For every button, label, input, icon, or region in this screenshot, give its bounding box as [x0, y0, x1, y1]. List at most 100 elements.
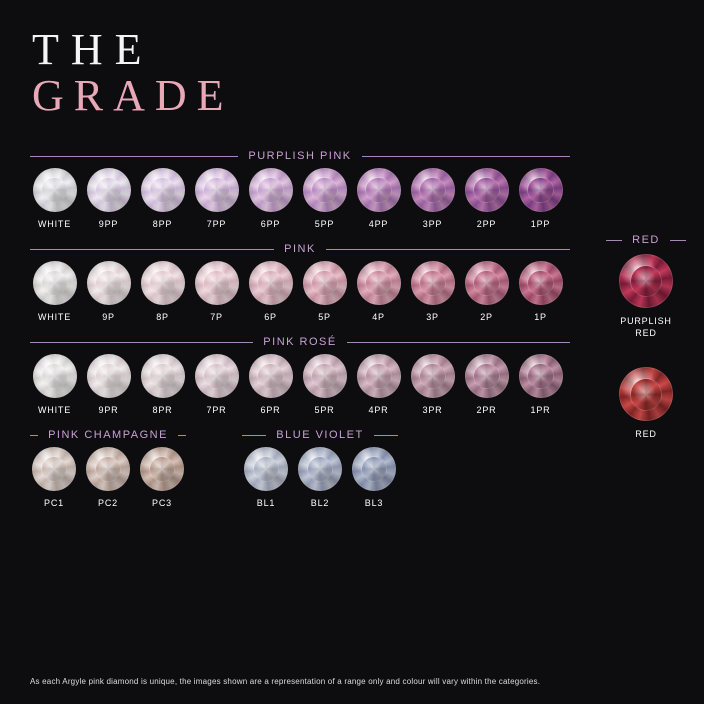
- divider-line: [178, 435, 186, 436]
- gem-label: WHITE: [38, 312, 71, 322]
- diamond-icon: [619, 367, 673, 421]
- gem-label: 8P: [156, 312, 169, 322]
- gem-row: WHITE9PP8PP7PP6PP5PP4PP3PP2PP1PP: [30, 168, 570, 229]
- gem-cell: 4P: [354, 261, 403, 322]
- gem-label: PURPLISH RED: [620, 316, 671, 339]
- gem-cell: 1PP: [516, 168, 565, 229]
- gem-cell: 7PR: [192, 354, 241, 415]
- gem-row: WHITE9PR8PR7PR6PR5PR4PR3PR2PR1PR: [30, 354, 570, 415]
- divider-line: [30, 156, 238, 157]
- gem-label: 5P: [318, 312, 331, 322]
- gem-label: 8PP: [153, 219, 172, 229]
- gem-label: 5PR: [315, 405, 335, 415]
- gem-label: 1PP: [531, 219, 550, 229]
- grade-section-small: PINK CHAMPAGNE PC1 PC2 PC3: [30, 429, 186, 508]
- diamond-icon: [357, 354, 401, 398]
- gem-cell: BL1: [242, 447, 290, 508]
- diamond-icon: [87, 168, 131, 212]
- gem-cell: 1PR: [516, 354, 565, 415]
- diamond-icon: [249, 354, 293, 398]
- gem-label: 2PR: [477, 405, 497, 415]
- gem-label: 7P: [210, 312, 223, 322]
- gem-cell: 3PP: [408, 168, 457, 229]
- gem-label: 3PR: [423, 405, 443, 415]
- diamond-icon: [619, 254, 673, 308]
- gem-row: WHITE 9P 8P 7P 6P 5P 4P3P2P 1P: [30, 261, 570, 322]
- title-line-1: THE: [32, 28, 704, 72]
- diamond-icon: [33, 354, 77, 398]
- gem-label: 9PR: [99, 405, 119, 415]
- gem-cell: PC3: [138, 447, 186, 508]
- gem-label: 7PR: [207, 405, 227, 415]
- gem-cell: 9P: [84, 261, 133, 322]
- gem-label: 9P: [102, 312, 115, 322]
- gem-cell: 7P: [192, 261, 241, 322]
- gem-label: 7PP: [207, 219, 226, 229]
- divider-line: [30, 342, 253, 343]
- diamond-icon: [249, 168, 293, 212]
- grade-section: PURPLISH PINKWHITE9PP8PP7PP6PP5PP4PP3PP2…: [30, 150, 570, 229]
- gem-cell: 3P: [408, 261, 457, 322]
- diamond-icon: [195, 354, 239, 398]
- gem-cell: 8PP: [138, 168, 187, 229]
- diamond-icon: [357, 168, 401, 212]
- diamond-icon: [357, 261, 401, 305]
- gem-cell: PC2: [84, 447, 132, 508]
- gem-cell: 9PR: [84, 354, 133, 415]
- gem-cell: 6P: [246, 261, 295, 322]
- diamond-icon: [141, 354, 185, 398]
- gem-cell: 2PR: [462, 354, 511, 415]
- diamond-icon: [465, 354, 509, 398]
- gem-label: 6PR: [261, 405, 281, 415]
- section-label: PINK CHAMPAGNE: [38, 429, 178, 441]
- diamond-icon: [298, 447, 342, 491]
- gem-label: PC2: [98, 498, 118, 508]
- diamond-icon: [519, 354, 563, 398]
- gem-cell: 5P: [300, 261, 349, 322]
- section-label: PINK ROSÉ: [253, 336, 346, 348]
- gem-cell: BL2: [296, 447, 344, 508]
- grade-section-small: BLUE VIOLETBL1BL2BL3: [242, 429, 398, 508]
- gem-label: PC1: [44, 498, 64, 508]
- diamond-icon: [411, 354, 455, 398]
- gem-cell: 5PR: [300, 354, 349, 415]
- gem-label: 1P: [534, 312, 547, 322]
- diamond-icon: [519, 168, 563, 212]
- section-label: RED: [622, 234, 670, 246]
- gem-cell: WHITE: [30, 354, 79, 415]
- gem-cell: 5PP: [300, 168, 349, 229]
- section-header: PINK CHAMPAGNE: [30, 429, 186, 441]
- gem-label: BL2: [311, 498, 329, 508]
- gem-label: 6PP: [261, 219, 280, 229]
- diamond-icon: [141, 261, 185, 305]
- divider-line: [606, 240, 622, 241]
- diamond-icon: [411, 168, 455, 212]
- side-red-section: RED PURPLISH RED RED: [606, 234, 686, 441]
- section-header: RED: [606, 234, 686, 246]
- diamond-icon: [33, 261, 77, 305]
- gem-cell: 2P: [462, 261, 511, 322]
- section-header: PURPLISH PINK: [30, 150, 570, 162]
- gem-row: BL1BL2BL3: [242, 447, 398, 508]
- gem-cell: 9PP: [84, 168, 133, 229]
- gem-label: 6P: [264, 312, 277, 322]
- gem-cell: 4PP: [354, 168, 403, 229]
- gem-label: BL1: [257, 498, 275, 508]
- gem-label: 2PP: [477, 219, 496, 229]
- side-red-area: RED PURPLISH RED RED: [606, 234, 686, 469]
- gem-row: PC1 PC2 PC3: [30, 447, 186, 508]
- footnote-text: As each Argyle pink diamond is unique, t…: [30, 677, 540, 686]
- gem-label: 3PP: [423, 219, 442, 229]
- gem-label: 4PP: [369, 219, 388, 229]
- gem-cell: RED: [606, 367, 686, 441]
- bottom-sections: PINK CHAMPAGNE PC1 PC2 PC3 BLUE VIOLET BL1 BL2…: [30, 429, 570, 522]
- divider-line: [347, 342, 570, 343]
- diamond-icon: [195, 261, 239, 305]
- divider-line: [374, 435, 398, 436]
- gem-cell: PURPLISH RED: [606, 254, 686, 339]
- grade-section: PINK ROSÉWHITE9PR8PR7PR6PR5PR4PR3PR2PR1P…: [30, 336, 570, 415]
- section-header: BLUE VIOLET: [242, 429, 398, 441]
- section-label: PURPLISH PINK: [238, 150, 361, 162]
- section-header: PINK: [30, 243, 570, 255]
- page-title: THE GRADE: [0, 0, 704, 118]
